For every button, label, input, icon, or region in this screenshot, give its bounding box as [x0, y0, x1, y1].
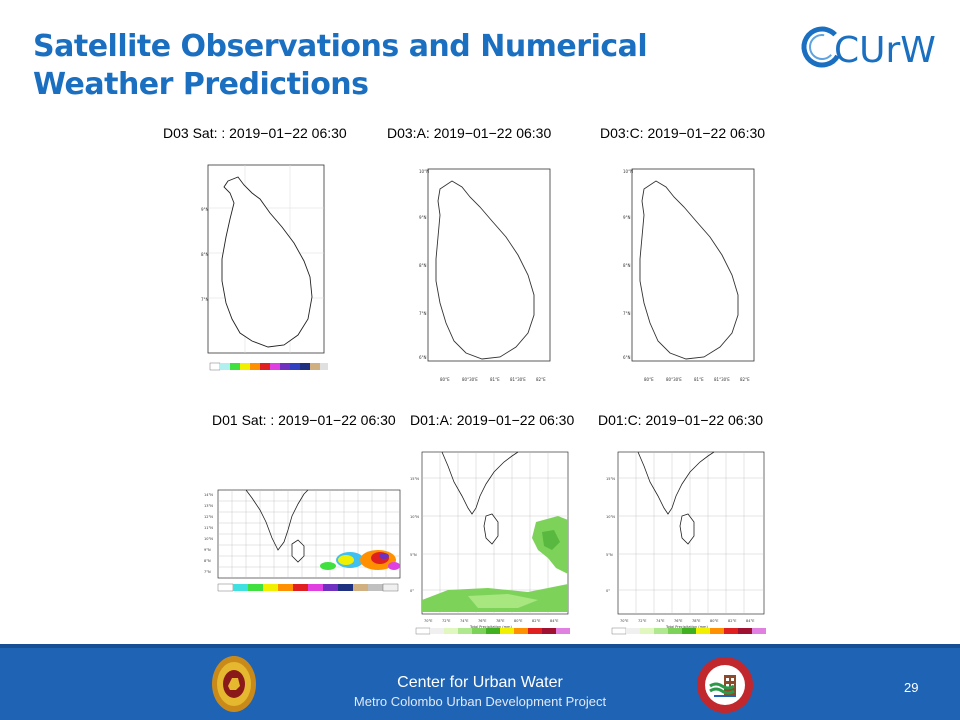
slide-title: Satellite Observations and Numerical Wea…	[33, 28, 733, 104]
svg-text:7°N: 7°N	[419, 311, 427, 316]
svg-text:81°30'E: 81°30'E	[714, 377, 730, 382]
sat-colorbar-d01	[217, 583, 399, 592]
svg-text:15°N: 15°N	[606, 477, 615, 481]
svg-text:81°E: 81°E	[490, 377, 500, 382]
caption-d03-c: D03:C: 2019−01−22 06:30	[600, 125, 766, 141]
svg-text:80°30'E: 80°30'E	[666, 377, 682, 382]
title-line-1: Satellite Observations and Numerical	[33, 29, 648, 64]
svg-text:74°E: 74°E	[656, 619, 664, 623]
svg-text:80°30'E: 80°30'E	[462, 377, 478, 382]
sri-lanka-emblem-icon	[212, 656, 256, 712]
map-d01-sat: 14°N 13°N 12°N 11°N 10°N 9°N 8°N 7°N	[204, 489, 401, 592]
svg-text:81°30'E: 81°30'E	[510, 377, 526, 382]
map-d03-c: 10°N 9°N 8°N 7°N 6°N 80°E 80°30'E 81°E 81°30'E 8…	[623, 168, 755, 382]
svg-text:7°N: 7°N	[201, 297, 209, 302]
svg-text:84°E: 84°E	[550, 619, 558, 623]
svg-text:8°N: 8°N	[204, 559, 211, 563]
svg-text:72°E: 72°E	[442, 619, 450, 623]
svg-text:82°E: 82°E	[740, 377, 750, 382]
svg-text:14°N: 14°N	[204, 493, 213, 497]
svg-text:80°E: 80°E	[710, 619, 718, 623]
svg-text:10°N: 10°N	[204, 537, 213, 541]
map-d03-sat: 9°N 8°N 7°N	[201, 164, 328, 371]
svg-text:10°N: 10°N	[606, 515, 615, 519]
precip-colorbar-a	[415, 627, 570, 635]
svg-text:9°N: 9°N	[623, 215, 631, 220]
svg-text:5°N: 5°N	[410, 553, 417, 557]
svg-text:9°N: 9°N	[419, 215, 427, 220]
footer-project: Metro Colombo Urban Development Project	[353, 694, 607, 709]
logo-text: CUrW	[834, 30, 936, 71]
svg-text:74°E: 74°E	[460, 619, 468, 623]
svg-text:Total Precipitation (mm): Total Precipitation (mm)	[469, 625, 512, 629]
svg-text:70°E: 70°E	[424, 619, 432, 623]
svg-text:9°N: 9°N	[201, 207, 209, 212]
svg-text:76°E: 76°E	[674, 619, 682, 623]
svg-text:76°E: 76°E	[478, 619, 486, 623]
svg-text:10°N: 10°N	[623, 169, 633, 174]
sat-rain-cells	[320, 550, 400, 570]
svg-text:80°E: 80°E	[644, 377, 654, 382]
footer-org: Center for Urban Water	[397, 674, 563, 691]
title-line-2: Weather Predictions	[33, 67, 369, 102]
svg-text:12°N: 12°N	[204, 515, 213, 519]
svg-text:6°N: 6°N	[623, 355, 631, 360]
page-number: 29	[904, 680, 919, 695]
svg-text:Total Precipitation (mm): Total Precipitation (mm)	[665, 625, 708, 629]
precip-colorbar-c	[611, 627, 766, 635]
svg-text:7°N: 7°N	[204, 570, 211, 574]
svg-text:72°E: 72°E	[638, 619, 646, 623]
svg-text:10°N: 10°N	[419, 169, 429, 174]
svg-text:15°N: 15°N	[410, 477, 419, 481]
svg-text:80°E: 80°E	[514, 619, 522, 623]
svg-text:80°E: 80°E	[440, 377, 450, 382]
sri-lanka-outline	[221, 176, 313, 348]
svg-text:13°N: 13°N	[204, 504, 213, 508]
svg-text:82°E: 82°E	[536, 377, 546, 382]
svg-text:9°N: 9°N	[204, 548, 211, 552]
svg-text:11°N: 11°N	[204, 526, 213, 530]
mcudp-logo-icon	[697, 657, 753, 713]
footer-divider	[0, 644, 960, 648]
svg-text:8°N: 8°N	[419, 263, 427, 268]
svg-text:8°N: 8°N	[623, 263, 631, 268]
caption-d03-sat: D03 Sat: : 2019−01−22 06:30	[163, 125, 347, 141]
svg-text:81°E: 81°E	[694, 377, 704, 382]
svg-text:0°: 0°	[410, 589, 414, 593]
svg-text:0°: 0°	[606, 589, 610, 593]
svg-text:10°N: 10°N	[410, 515, 419, 519]
svg-text:78°E: 78°E	[692, 619, 700, 623]
footer-bar	[0, 648, 960, 720]
svg-text:82°E: 82°E	[728, 619, 736, 623]
caption-d03-a: D03:A: 2019−01−22 06:30	[387, 125, 552, 141]
curw-logo-icon: CUrW	[801, 26, 936, 71]
svg-text:84°E: 84°E	[746, 619, 754, 623]
svg-text:82°E: 82°E	[532, 619, 540, 623]
caption-d01-c: D01:C: 2019−01−22 06:30	[598, 412, 764, 428]
svg-text:78°E: 78°E	[496, 619, 504, 623]
svg-text:7°N: 7°N	[623, 311, 631, 316]
precip-field-a	[422, 516, 568, 612]
caption-d01-sat: D01 Sat: : 2019−01−22 06:30	[212, 412, 396, 428]
svg-text:8°N: 8°N	[201, 252, 209, 257]
map-d03-a: 10°N 9°N 8°N 7°N 6°N 80°E 80°30'E 81°E 81°30'E 8…	[419, 168, 551, 382]
map-d01-c: 15°N 10°N 5°N 0° 70°E 72°E 74°E 76°E 78°E 80°E 82…	[606, 451, 766, 635]
map-d01-a: 15°N 10°N 5°N 0° 70°E 72°E 74°E 76°E 78°E 80°E 82…	[410, 451, 570, 635]
svg-text:6°N: 6°N	[419, 355, 427, 360]
svg-text:5°N: 5°N	[606, 553, 613, 557]
svg-text:70°E: 70°E	[620, 619, 628, 623]
sat-colorbar	[209, 362, 328, 371]
caption-d01-a: D01:A: 2019−01−22 06:30	[410, 412, 575, 428]
